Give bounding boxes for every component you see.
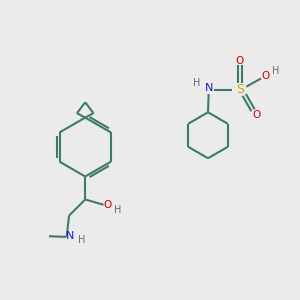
Text: N: N	[204, 83, 213, 94]
Text: N: N	[66, 231, 74, 241]
Text: H: H	[78, 236, 86, 245]
Text: O: O	[103, 200, 111, 210]
Text: O: O	[252, 110, 260, 120]
Text: H: H	[194, 78, 201, 88]
Text: H: H	[272, 66, 279, 76]
Text: O: O	[235, 56, 243, 66]
Text: S: S	[236, 83, 244, 96]
Text: O: O	[261, 70, 269, 80]
Text: H: H	[114, 205, 121, 215]
